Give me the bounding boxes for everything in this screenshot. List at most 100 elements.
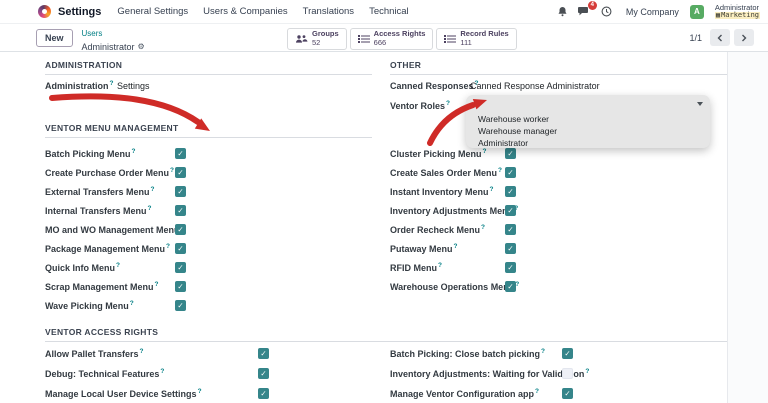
help-marker[interactable]: ?	[446, 100, 450, 107]
administration-value[interactable]: Settings	[117, 80, 150, 91]
nav-menu-item[interactable]: General Settings	[117, 6, 189, 17]
checkbox[interactable]: ✓	[258, 367, 269, 379]
settings-row: Create Purchase Order Menu? ✓	[45, 163, 186, 182]
checkbox[interactable]: ✓	[175, 300, 186, 311]
gear-icon[interactable]: ⚙	[137, 42, 145, 52]
nav-menu-item[interactable]: Technical	[369, 6, 409, 17]
list-icon	[357, 32, 370, 47]
bell-icon[interactable]	[556, 5, 569, 18]
field-label: Manage Ventor Configuration app?	[390, 387, 539, 399]
help-marker[interactable]: ?	[585, 367, 590, 375]
checkbox[interactable]: ✓	[175, 243, 186, 254]
checkbox[interactable]: ✓	[505, 167, 516, 178]
field-label: Warehouse Operations Menu?	[390, 281, 520, 292]
field-label: Create Purchase Order Menu?	[45, 167, 175, 178]
help-marker[interactable]: ?	[131, 148, 136, 155]
record-rules-stat-button[interactable]: Record Rules 111	[436, 28, 517, 50]
odoo-logo-icon[interactable]	[38, 5, 51, 18]
field-label: Scrap Management Menu?	[45, 281, 159, 292]
checkbox[interactable]: ✓	[175, 205, 186, 216]
breadcrumb-current: Administrator ⚙	[81, 41, 145, 52]
checkbox[interactable]: ✓	[175, 262, 186, 273]
checkbox[interactable]: ✓	[258, 347, 269, 359]
checkbox[interactable]: ✓	[258, 387, 269, 399]
administration-field-row: Administration? Settings	[45, 80, 150, 91]
checkbox[interactable]: ✓	[175, 281, 186, 292]
messages-icon[interactable]: 4	[578, 1, 597, 18]
chevron-down-icon[interactable]	[697, 101, 703, 106]
app-name[interactable]: Settings	[58, 5, 102, 18]
field-label: Package Management Menu?	[45, 243, 171, 254]
section-administration-title: ADMINISTRATION	[45, 60, 372, 75]
settings-row: Batch Picking Menu? ✓	[45, 144, 186, 163]
help-marker[interactable]: ?	[129, 300, 134, 307]
checkbox[interactable]: ✓	[505, 281, 516, 292]
checkbox[interactable]: ✓	[175, 224, 186, 235]
help-marker[interactable]: ?	[170, 167, 175, 174]
settings-row: Putaway Menu? ✓	[390, 239, 516, 258]
field-label: Internal Transfers Menu?	[45, 205, 152, 216]
checkbox[interactable]: ✓	[505, 186, 516, 197]
help-marker[interactable]: ?	[515, 281, 520, 288]
help-marker[interactable]: ?	[147, 205, 152, 212]
help-marker[interactable]: ?	[535, 387, 539, 395]
help-marker[interactable]: ?	[514, 205, 519, 212]
help-marker[interactable]: ?	[481, 224, 486, 231]
checkbox[interactable]: ✓	[505, 205, 516, 216]
checkbox[interactable]: ✓	[505, 243, 516, 254]
checkbox[interactable]: ✓	[505, 262, 516, 273]
help-marker[interactable]: ?	[154, 281, 159, 288]
checkbox[interactable]: ✓	[562, 387, 573, 399]
new-button[interactable]: New	[36, 28, 73, 47]
pager-next-button[interactable]	[734, 29, 754, 46]
checkbox[interactable]: ✓	[175, 167, 186, 178]
dropdown-option[interactable]: Administrator	[478, 137, 529, 148]
canned-responses-value[interactable]: Canned Response Administrator	[470, 80, 600, 91]
nav-menu-item[interactable]: Translations	[302, 6, 355, 17]
help-marker[interactable]: ?	[150, 186, 155, 193]
company-switcher[interactable]: My Company	[625, 6, 679, 17]
activities-clock-icon[interactable]	[600, 5, 613, 18]
checkbox[interactable]: ✓	[505, 224, 516, 235]
checkbox[interactable]: ✓	[175, 148, 186, 159]
messages-badge: 4	[587, 1, 597, 10]
scrollbar-gutter[interactable]	[727, 52, 768, 403]
checkbox[interactable]: ✓	[175, 186, 186, 197]
help-marker[interactable]: ?	[116, 262, 120, 269]
help-marker[interactable]: ?	[438, 262, 442, 269]
help-marker[interactable]: ?	[489, 186, 494, 193]
help-marker[interactable]: ?	[474, 80, 479, 87]
checkbox[interactable]: ✓	[562, 347, 573, 359]
groups-stat-button[interactable]: Groups 52	[287, 28, 347, 50]
pager-previous-button[interactable]	[710, 29, 730, 46]
access-rights-right-column: Batch Picking: Close batch picking? ✓ In…	[390, 343, 589, 403]
checkbox[interactable]: ✓	[505, 148, 516, 159]
settings-row: Cluster Picking Menu? ✓	[390, 144, 516, 163]
user-menu[interactable]: Administrator ▦ Marketing	[714, 2, 760, 20]
user-tag: ▦ Marketing	[714, 10, 760, 20]
nav-menu-item[interactable]: Users & Companies	[203, 6, 288, 17]
checkbox[interactable]	[562, 367, 573, 379]
access-rights-stat-button[interactable]: Access Rights 666	[349, 28, 434, 50]
help-marker[interactable]: ?	[482, 148, 487, 155]
menu-management-right-column: Cluster Picking Menu? ✓ Create Sales Ord…	[390, 144, 520, 296]
help-marker[interactable]: ?	[160, 367, 165, 375]
help-marker[interactable]: ?	[197, 387, 202, 395]
ventor-roles-input[interactable]: ✓	[466, 95, 710, 112]
user-name: Administrator	[714, 2, 760, 12]
help-marker[interactable]: ?	[453, 243, 458, 250]
field-label: Instant Inventory Menu?	[390, 186, 494, 197]
settings-row: Wave Picking Menu? ✓	[45, 296, 186, 315]
user-avatar[interactable]: A	[689, 4, 704, 19]
settings-row: Warehouse Operations Menu? ✓	[390, 277, 520, 296]
help-marker[interactable]: ?	[139, 347, 144, 355]
help-marker[interactable]: ?	[541, 347, 546, 355]
settings-row: Instant Inventory Menu? ✓	[390, 182, 516, 201]
help-marker[interactable]: ?	[109, 80, 114, 87]
dropdown-option[interactable]: Warehouse worker	[478, 114, 550, 124]
help-marker[interactable]: ?	[498, 167, 503, 174]
dropdown-option[interactable]: Warehouse manager	[478, 125, 558, 136]
breadcrumb-users-link[interactable]: Users	[81, 29, 103, 39]
company-glyph-icon: ▦	[715, 10, 721, 19]
help-marker[interactable]: ?	[166, 243, 171, 250]
